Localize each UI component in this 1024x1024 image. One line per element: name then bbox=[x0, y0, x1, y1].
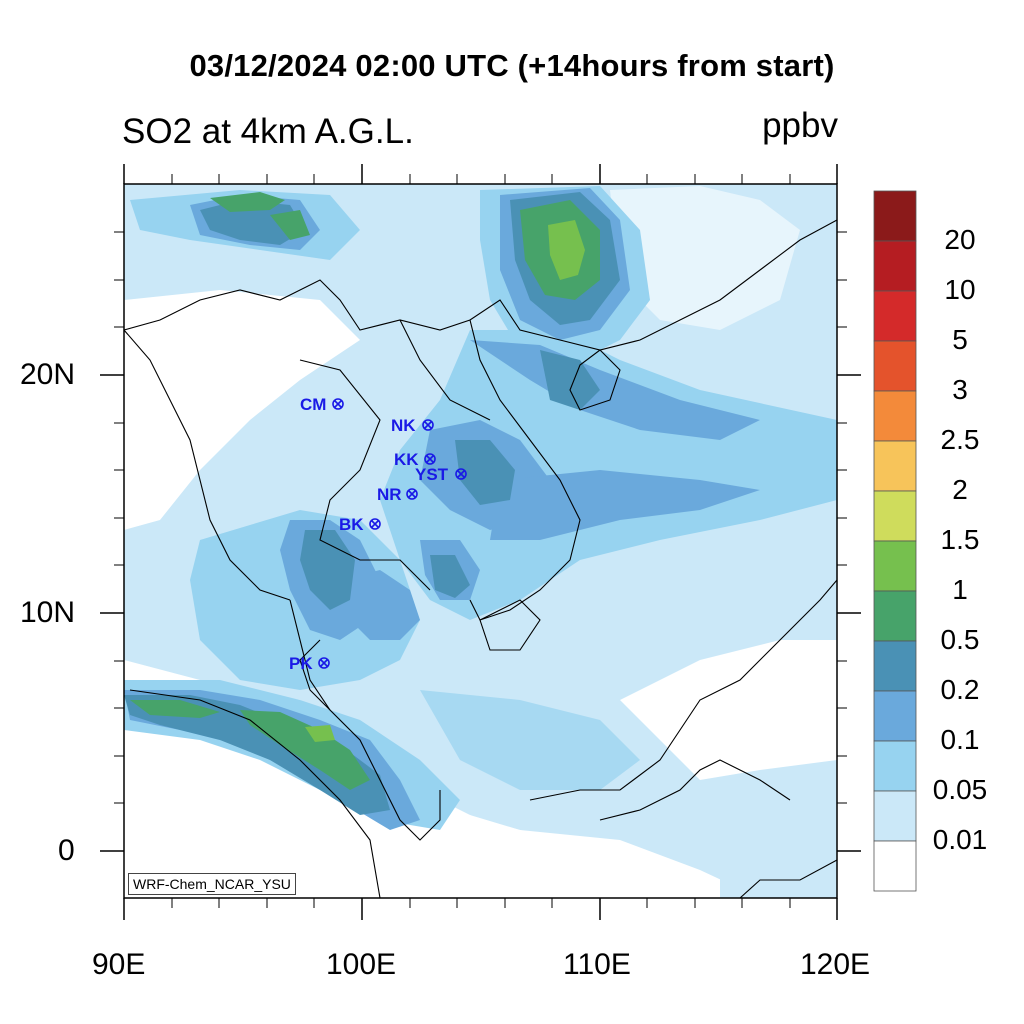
y-tick-0: 0 bbox=[58, 834, 75, 867]
station-marker-yst bbox=[455, 468, 467, 480]
units-label: ppbv bbox=[762, 106, 838, 145]
station-label-pk: PK bbox=[289, 654, 313, 673]
station-label-kk: KK bbox=[394, 450, 419, 469]
colorbar-swatch bbox=[873, 340, 917, 392]
map-frame bbox=[123, 183, 838, 899]
y-tick-10n: 10N bbox=[20, 596, 76, 629]
variable-label: SO2 at 4km A.G.L. bbox=[122, 112, 414, 151]
x-tick-100e: 100E bbox=[326, 948, 397, 981]
station-marker-pk bbox=[318, 657, 330, 669]
x-tick-90e: 90E bbox=[92, 948, 146, 981]
colorbar-swatch bbox=[873, 540, 917, 592]
axis-ticks bbox=[100, 164, 861, 920]
colorbar-label: 2 bbox=[952, 474, 968, 505]
colorbar-label: 0.05 bbox=[932, 774, 988, 805]
colorbar-label: 5 bbox=[952, 324, 968, 355]
y-tick-20n: 20N bbox=[20, 358, 76, 391]
station-label-yst: YST bbox=[415, 465, 449, 484]
station-marker-bk bbox=[369, 518, 381, 530]
colorbar-label: 1 bbox=[952, 574, 968, 605]
station-markers bbox=[318, 398, 467, 669]
colorbar-label: 0.01 bbox=[932, 824, 988, 855]
station-label-nr: NR bbox=[377, 485, 402, 504]
colorbar-label: 10 bbox=[944, 274, 976, 305]
station-label-nk: NK bbox=[391, 416, 416, 435]
colorbar-swatch bbox=[873, 390, 917, 442]
colorbar-label: 2.5 bbox=[940, 424, 980, 455]
colorbar-swatch bbox=[873, 840, 917, 892]
coastlines bbox=[124, 219, 837, 898]
colorbar-swatch bbox=[873, 590, 917, 642]
colorbar-label: 3 bbox=[952, 374, 968, 405]
map-title: 03/12/2024 02:00 UTC (+14hours from star… bbox=[189, 48, 835, 83]
colorbar bbox=[873, 190, 917, 892]
colorbar-swatch bbox=[873, 640, 917, 692]
colorbar-swatch bbox=[873, 440, 917, 492]
station-marker-cm bbox=[332, 398, 344, 410]
colorbar-swatch bbox=[873, 190, 917, 242]
colorbar-label: 0.5 bbox=[940, 624, 980, 655]
station-labels: CM NK KK YST NR BK PK bbox=[289, 395, 449, 673]
colorbar-label: 1.5 bbox=[940, 524, 980, 555]
station-label-cm: CM bbox=[300, 395, 326, 414]
colorbar-swatch bbox=[873, 290, 917, 342]
colorbar-swatch bbox=[873, 490, 917, 542]
station-marker-kk bbox=[424, 453, 436, 465]
station-marker-nr bbox=[406, 488, 418, 500]
colorbar-label: 20 bbox=[944, 224, 976, 255]
colorbar-label: 0.2 bbox=[940, 674, 980, 705]
x-tick-110e: 110E bbox=[563, 948, 631, 981]
model-credit: WRF-Chem_NCAR_YSU bbox=[128, 873, 296, 895]
colorbar-label: 0.1 bbox=[940, 724, 980, 755]
colorbar-swatch bbox=[873, 690, 917, 742]
x-tick-120e: 120E bbox=[800, 948, 871, 981]
station-marker-nk bbox=[422, 419, 434, 431]
colorbar-swatch bbox=[873, 790, 917, 842]
minor-ticks bbox=[114, 174, 847, 908]
station-label-bk: BK bbox=[339, 515, 364, 534]
so2-field bbox=[124, 184, 837, 898]
colorbar-swatch bbox=[873, 240, 917, 292]
colorbar-swatch bbox=[873, 740, 917, 792]
